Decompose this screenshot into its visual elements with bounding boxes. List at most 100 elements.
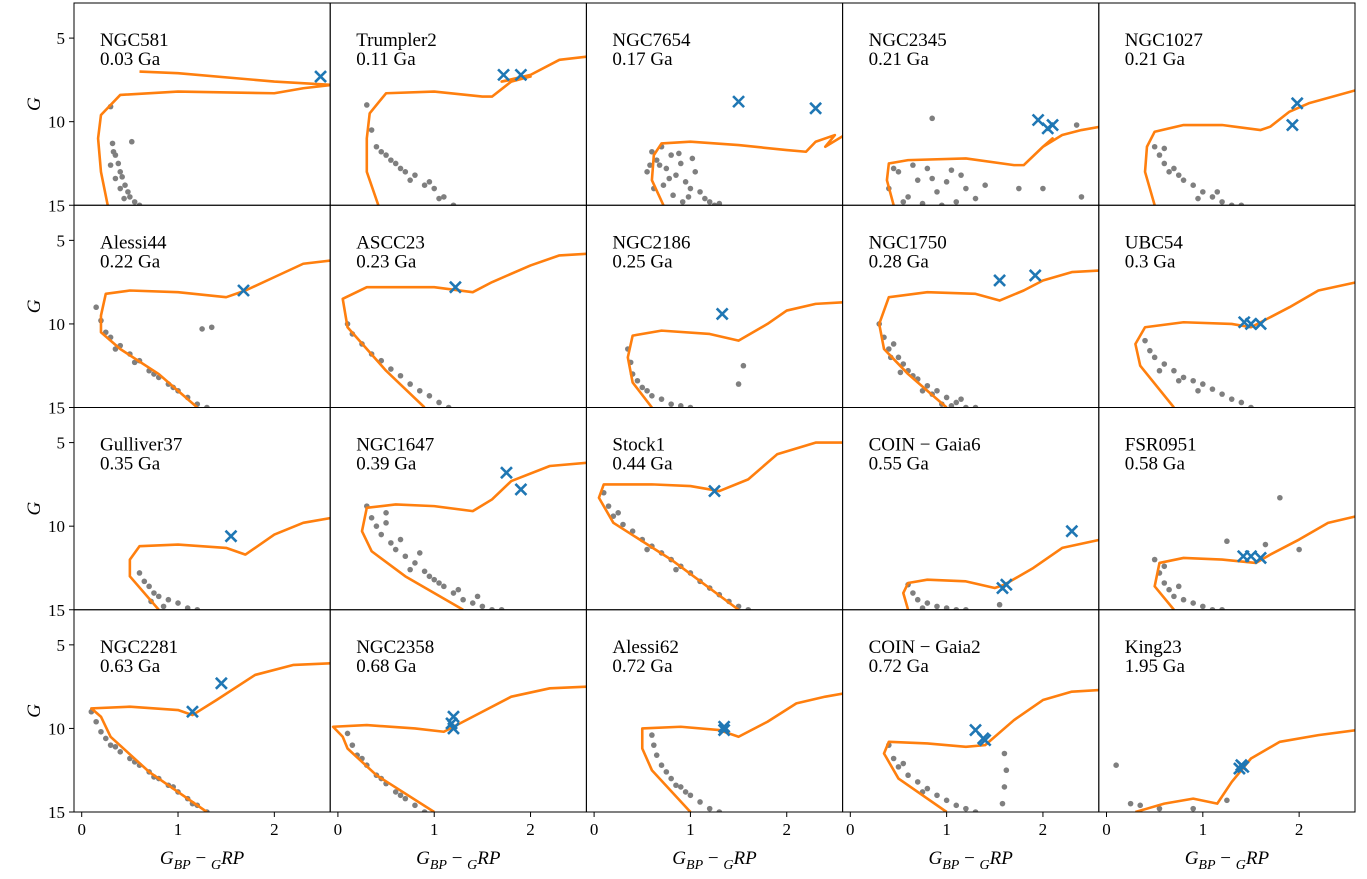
star-point xyxy=(910,162,916,168)
cluster-age: 0.72 Ga xyxy=(869,656,930,677)
star-point xyxy=(112,744,119,750)
star-point xyxy=(934,387,940,394)
star-point xyxy=(93,304,99,311)
star-point xyxy=(194,606,201,610)
star-point xyxy=(687,404,694,408)
star-point xyxy=(644,169,650,175)
star-point xyxy=(929,115,935,122)
panel xyxy=(885,113,1099,206)
x-marker xyxy=(1046,118,1059,132)
star-point xyxy=(1113,762,1119,768)
panel xyxy=(341,252,587,408)
star-point xyxy=(1171,165,1177,172)
star-point xyxy=(668,401,674,407)
x-label-part: G xyxy=(416,848,430,869)
star-point xyxy=(1200,381,1206,387)
star-point xyxy=(373,143,380,150)
x-marker xyxy=(809,101,823,115)
star-point xyxy=(349,742,356,748)
y-axis-label: G xyxy=(24,299,45,313)
isochrone xyxy=(96,70,331,206)
star-point xyxy=(673,782,679,789)
star-point xyxy=(407,177,413,183)
star-point xyxy=(1175,583,1182,590)
star-point xyxy=(673,172,679,178)
x-tick-label: 1 xyxy=(1199,820,1208,839)
x-label-subscript: G xyxy=(980,858,990,873)
star-point xyxy=(1180,374,1187,381)
star-point xyxy=(711,202,718,206)
star-point xyxy=(388,157,394,163)
panel xyxy=(1143,89,1356,206)
star-point xyxy=(155,593,162,600)
x-axis-label: GBP − GRP xyxy=(1185,848,1270,873)
cluster-age: 0.72 Ga xyxy=(612,656,673,677)
star-point xyxy=(996,601,1003,608)
x-marker xyxy=(732,95,745,109)
star-point xyxy=(416,387,423,394)
y-tick-label: 15 xyxy=(48,196,65,215)
x-tick-label: 1 xyxy=(430,820,439,839)
x-marker xyxy=(214,676,228,690)
star-point xyxy=(151,590,157,596)
star-point xyxy=(1200,189,1206,195)
star-point xyxy=(436,195,442,202)
star-point xyxy=(344,730,351,737)
star-point xyxy=(999,800,1006,807)
x-marker xyxy=(708,484,721,498)
star-point xyxy=(656,162,663,168)
star-point xyxy=(943,394,950,401)
star-point xyxy=(1296,546,1302,553)
panel xyxy=(625,301,843,408)
x-marker xyxy=(978,733,992,747)
star-point xyxy=(1195,195,1201,202)
star-point xyxy=(653,157,660,163)
panel xyxy=(93,259,331,408)
cluster-age: 1.95 Ga xyxy=(1125,656,1186,677)
star-point xyxy=(924,785,931,792)
x-label-subscript: G xyxy=(211,858,221,873)
cluster-age: 0.58 Ga xyxy=(1125,454,1186,475)
star-point xyxy=(658,396,665,402)
star-point xyxy=(677,784,684,790)
star-point xyxy=(924,600,931,606)
star-point xyxy=(939,202,945,206)
star-point xyxy=(605,503,612,509)
y-tick-label: 10 xyxy=(48,113,65,132)
star-point xyxy=(934,603,940,610)
cluster-age: 0.44 Ga xyxy=(612,454,673,475)
cluster-name: NGC1750 xyxy=(869,232,947,253)
star-point xyxy=(702,195,708,202)
star-point xyxy=(441,194,447,200)
star-point xyxy=(676,150,682,157)
cluster-age: 0.17 Ga xyxy=(612,49,673,70)
star-point xyxy=(1209,606,1216,610)
star-point xyxy=(910,590,916,596)
cluster-name: NGC2345 xyxy=(869,30,947,51)
cluster-age: 0.68 Ga xyxy=(356,656,417,677)
isochrone xyxy=(901,538,1099,610)
star-point xyxy=(402,169,409,175)
x-tick-label: 1 xyxy=(942,820,951,839)
star-point xyxy=(131,359,138,366)
star-point xyxy=(943,605,950,610)
x-marker xyxy=(447,722,460,735)
star-point xyxy=(963,606,969,610)
x-marker xyxy=(1244,549,1258,563)
star-point xyxy=(388,540,394,546)
star-point xyxy=(421,809,428,812)
panel xyxy=(901,524,1099,610)
x-marker xyxy=(497,68,510,82)
star-point xyxy=(479,603,486,610)
star-point xyxy=(914,779,921,785)
star-point xyxy=(1151,143,1158,150)
x-label-subscript: G xyxy=(723,858,733,873)
star-point xyxy=(682,789,689,795)
star-point xyxy=(958,396,964,402)
star-point xyxy=(1209,194,1216,200)
cluster-age: 0.3 Ga xyxy=(1125,251,1176,272)
cluster-name: Trumpler2 xyxy=(356,30,437,51)
star-point xyxy=(948,167,955,173)
star-point xyxy=(615,510,621,516)
star-point xyxy=(649,732,655,738)
